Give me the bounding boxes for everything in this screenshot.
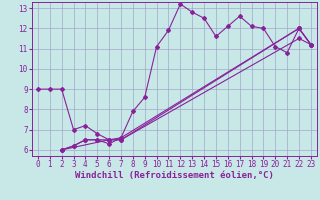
X-axis label: Windchill (Refroidissement éolien,°C): Windchill (Refroidissement éolien,°C) — [75, 171, 274, 180]
